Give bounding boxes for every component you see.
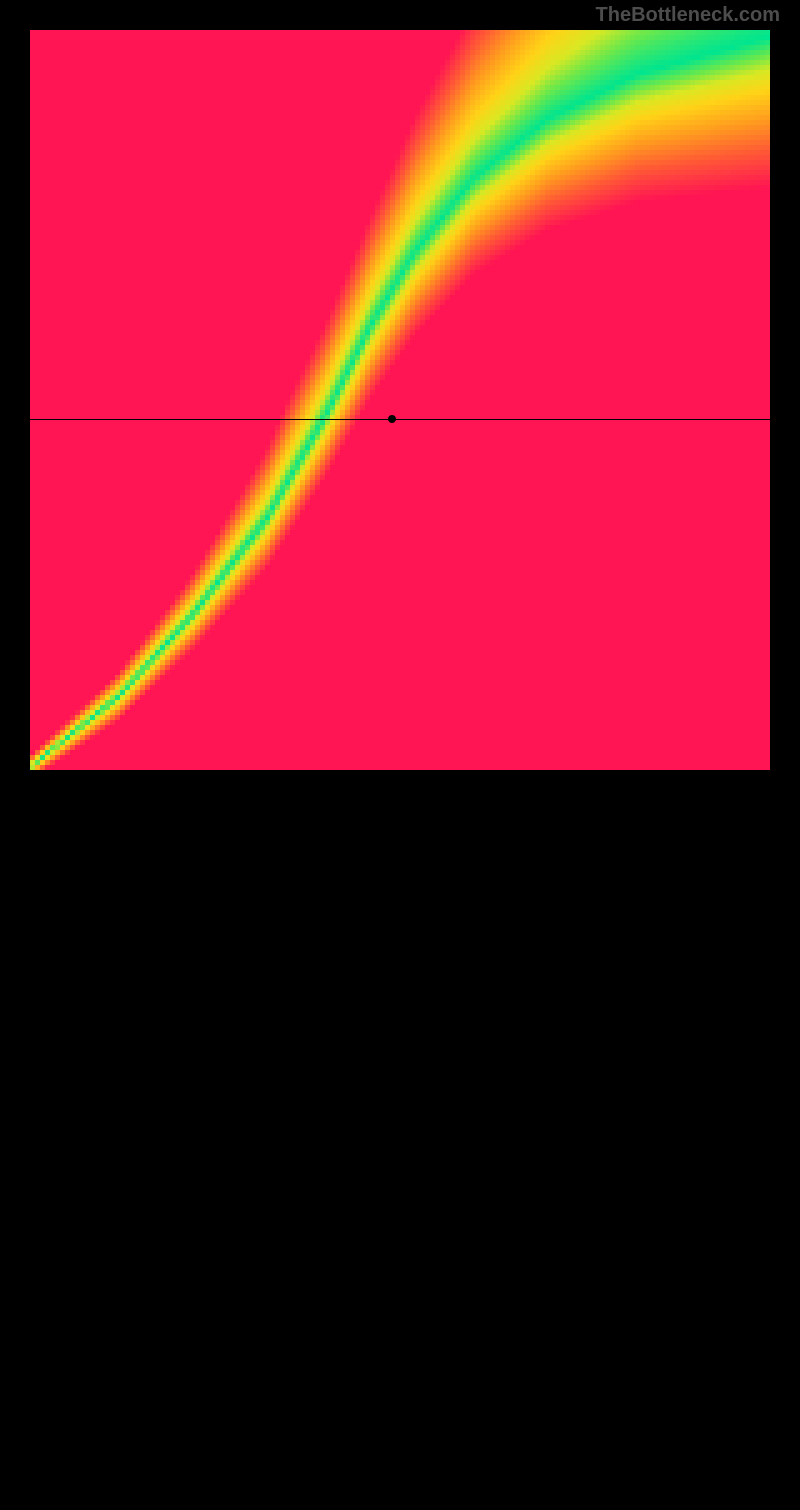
watermark-text: TheBottleneck.com xyxy=(596,4,780,27)
heatmap-canvas xyxy=(30,30,770,770)
heatmap-plot xyxy=(30,30,770,770)
crosshair-marker xyxy=(388,415,396,423)
crosshair-horizontal xyxy=(30,419,770,420)
crosshair-vertical xyxy=(392,770,393,1510)
